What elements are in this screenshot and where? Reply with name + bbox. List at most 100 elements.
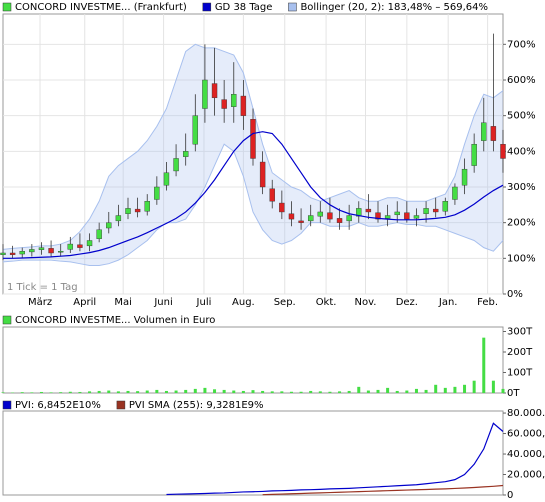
bar bbox=[338, 391, 342, 393]
legend-label: GD 38 Tage bbox=[215, 2, 273, 13]
candle-body bbox=[317, 211, 324, 217]
candle-body bbox=[115, 215, 122, 222]
bar bbox=[107, 390, 111, 393]
line bbox=[262, 484, 504, 496]
candle-body bbox=[163, 172, 170, 186]
bar bbox=[318, 391, 322, 393]
y-tick-label: 40.000,00 bbox=[507, 449, 545, 460]
bar bbox=[347, 390, 351, 393]
bar bbox=[136, 391, 140, 393]
bar bbox=[501, 388, 505, 393]
legend-label: PVI SMA (255): 9,3281E9% bbox=[129, 400, 264, 411]
candle-body bbox=[29, 249, 35, 253]
bar bbox=[232, 390, 236, 393]
bar bbox=[453, 386, 457, 393]
candle-body bbox=[356, 208, 362, 217]
bar bbox=[68, 391, 72, 393]
bar bbox=[203, 387, 207, 393]
y-tick-label: 300T bbox=[507, 327, 533, 338]
candle-body bbox=[154, 186, 160, 200]
candle-body bbox=[192, 115, 199, 145]
candle-body bbox=[202, 79, 208, 109]
y-tick-label: 100T bbox=[507, 368, 533, 379]
y-tick-label: 100% bbox=[507, 253, 536, 264]
bar bbox=[59, 392, 63, 393]
bar bbox=[443, 387, 447, 393]
candle-body bbox=[231, 94, 237, 107]
bar bbox=[270, 391, 274, 393]
bar bbox=[241, 390, 245, 393]
x-tick-label: Aug. bbox=[232, 297, 255, 308]
candle-body bbox=[250, 119, 256, 159]
y-tick-label: 80.000.0 bbox=[507, 408, 545, 419]
y-tick-label: 700% bbox=[507, 39, 536, 50]
bar bbox=[424, 389, 428, 393]
candle-body bbox=[125, 208, 131, 214]
candle-body bbox=[307, 215, 314, 222]
candle-body bbox=[423, 208, 429, 214]
candle-body bbox=[442, 201, 449, 212]
candle-body bbox=[77, 244, 83, 248]
bar bbox=[78, 391, 82, 393]
candle-body bbox=[490, 126, 497, 141]
candle-body bbox=[182, 151, 189, 157]
legend-swatch bbox=[2, 2, 12, 12]
bar bbox=[395, 390, 399, 393]
bollinger-lower bbox=[2, 143, 504, 266]
bar bbox=[30, 392, 34, 393]
x-tick-label: Mai bbox=[114, 297, 132, 308]
bar bbox=[463, 384, 467, 393]
candle-body bbox=[211, 83, 218, 99]
x-tick-label: Dez. bbox=[396, 297, 418, 308]
bar bbox=[309, 390, 313, 393]
bar bbox=[414, 388, 418, 393]
y-tick-label: 400% bbox=[507, 146, 536, 157]
bollinger-upper bbox=[2, 43, 504, 250]
candle-body bbox=[394, 211, 400, 216]
candle-body bbox=[404, 212, 410, 220]
candle-body bbox=[67, 243, 74, 250]
candle-body bbox=[279, 202, 285, 213]
bar bbox=[213, 389, 217, 393]
candle-body bbox=[259, 161, 266, 188]
y-tick-label: 600% bbox=[507, 75, 536, 86]
candle-body bbox=[461, 168, 468, 186]
candle-body bbox=[375, 212, 381, 220]
bar bbox=[126, 390, 130, 393]
tick-note: 1 Tick = 1 Tag bbox=[7, 282, 78, 293]
candle-body bbox=[288, 213, 295, 220]
legend-swatch bbox=[116, 400, 126, 410]
bar bbox=[251, 390, 255, 393]
y-tick-label: 500% bbox=[507, 111, 536, 122]
bar bbox=[184, 389, 188, 393]
legend-label: PVI: 6,8452E10% bbox=[15, 400, 101, 411]
y-tick-label: 0T bbox=[507, 388, 520, 399]
bar bbox=[174, 390, 178, 393]
bar bbox=[88, 391, 92, 393]
candle-body bbox=[336, 218, 343, 223]
plot-frame bbox=[2, 326, 504, 394]
candle-body bbox=[57, 250, 64, 253]
bar bbox=[49, 392, 53, 393]
line bbox=[166, 422, 504, 496]
legend-label: CONCORD INVESTME... Volumen in Euro bbox=[15, 315, 215, 326]
bar bbox=[97, 390, 101, 393]
legend-label: Bollinger (20, 2): 183,48% – 569,64% bbox=[300, 2, 488, 13]
bar bbox=[482, 337, 486, 393]
bar bbox=[289, 391, 293, 393]
y-tick-label: 200% bbox=[507, 218, 536, 229]
y-tick-label: 60.000,0 bbox=[507, 429, 545, 440]
bar bbox=[405, 390, 409, 393]
bar bbox=[164, 390, 168, 393]
bar bbox=[491, 380, 495, 393]
candle-body bbox=[19, 250, 25, 255]
x-tick-label: Jan. bbox=[438, 297, 458, 308]
x-tick-label: Feb. bbox=[477, 297, 498, 308]
bar bbox=[155, 389, 159, 393]
candle-body bbox=[221, 99, 227, 109]
bar bbox=[386, 387, 390, 393]
y-tick-label: 0 bbox=[507, 490, 513, 501]
legend-swatch bbox=[202, 2, 212, 12]
candle-body bbox=[346, 215, 352, 222]
